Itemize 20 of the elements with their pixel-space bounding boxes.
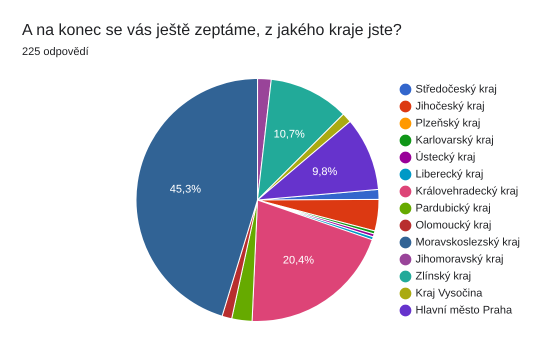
legend-label: Liberecký kraj	[415, 168, 484, 181]
data-label: 10,7%	[274, 128, 305, 140]
legend-label: Olomoucký kraj	[415, 220, 492, 232]
legend-label: Zlínský kraj	[415, 270, 472, 283]
legend-label: Karlovarský kraj	[415, 134, 494, 147]
legend-label: Hlavní město Praha	[415, 304, 513, 317]
legend-label: Plzeňský kraj	[415, 118, 480, 130]
data-label: 20,4%	[282, 254, 314, 266]
legend-label: Kraj Vysočina	[415, 288, 484, 300]
chart-title: A na konec se vás ještě zeptáme, z jakého kraje jste?	[22, 22, 402, 40]
data-label: 45,3%	[170, 183, 202, 196]
legend-label: Jihomoravský kraj	[415, 254, 504, 266]
legend-label: Jihočeský kraj	[415, 100, 485, 113]
legend-label: Ústecký kraj	[415, 150, 476, 164]
legend-label: Pardubický kraj	[415, 202, 491, 215]
legend-label: Královehradecký kraj	[415, 186, 518, 198]
legend-label: Středočeský kraj	[415, 84, 497, 96]
chart-subtitle: 225 odpovědí	[22, 46, 89, 58]
legend-label: Moravskoslezský kraj	[415, 236, 520, 249]
data-label: 9,8%	[312, 166, 338, 178]
